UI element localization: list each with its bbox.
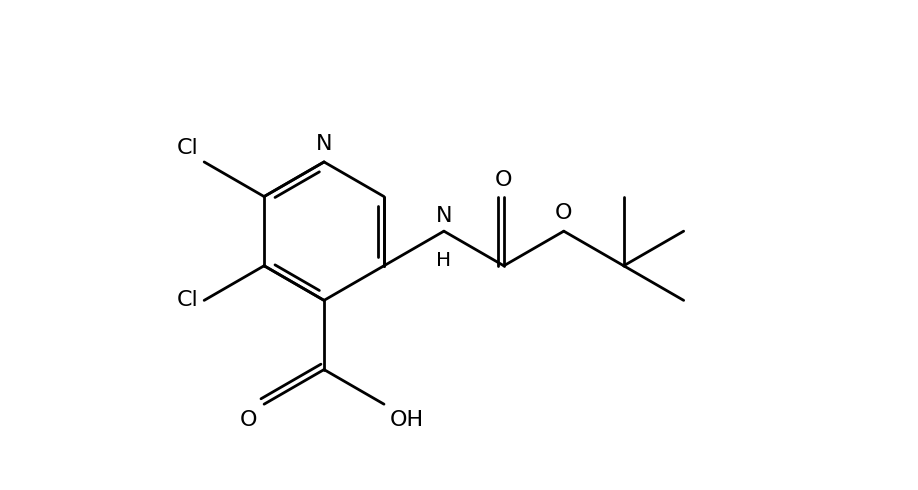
Text: Cl: Cl (177, 139, 198, 158)
Text: OH: OH (389, 410, 423, 430)
Text: H: H (436, 250, 452, 270)
Text: N: N (436, 206, 453, 225)
Text: O: O (240, 410, 257, 430)
Text: Cl: Cl (177, 291, 198, 310)
Text: O: O (555, 203, 573, 223)
Text: N: N (316, 134, 332, 154)
Text: O: O (495, 170, 512, 190)
